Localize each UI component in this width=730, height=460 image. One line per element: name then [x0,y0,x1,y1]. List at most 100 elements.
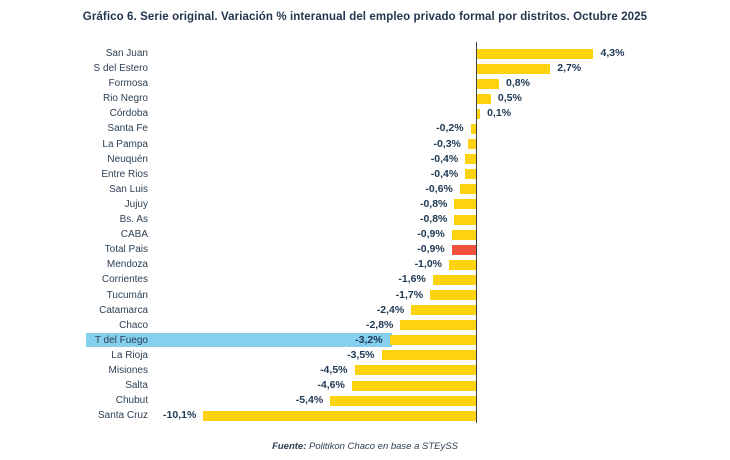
source-note: Fuente: Politikon Chaco en base a STEySS [0,441,730,452]
category-label: Tucumán [106,289,148,301]
chart-row: T del Fuego -3,2% [0,333,730,348]
bar [477,108,481,119]
bar [451,229,476,240]
chart-row: Formosa 0,8% [0,76,730,91]
bar [465,169,476,180]
category-label: Total Pais [104,244,148,256]
bar [432,274,476,285]
value-label: -0,9% [417,228,445,241]
value-label: -0,4% [430,167,459,180]
category-label: La Rioja [111,349,148,361]
bar [411,305,476,316]
bar [477,93,491,104]
value-label: -1,0% [414,258,442,271]
bar [467,139,476,150]
bar [354,365,476,376]
category-label: T del Fuego [94,334,148,346]
bar [477,63,551,74]
chart-row: Neuquén -0,4% [0,152,730,167]
value-label: -0,2% [436,122,464,135]
category-label: Corrientes [101,274,148,286]
value-label: -0,8% [419,213,448,226]
value-label: -3,2% [355,333,383,346]
bar [477,48,594,59]
value-label: -0,8% [419,197,448,210]
value-label: -3,5% [347,348,375,361]
bar [449,259,476,270]
chart-row: San Luis -0,6% [0,182,730,197]
source-label: Fuente: [272,441,307,452]
chart-row: Mendoza -1,0% [0,257,730,272]
value-label: -0,9% [417,243,445,256]
bar [351,380,476,391]
value-label: 4,3% [600,47,625,59]
bar [477,78,499,89]
value-label: 0,5% [497,92,522,105]
chart-row: La Pampa -0,3% [0,137,730,152]
category-label: San Juan [105,48,148,59]
value-label: -0,3% [433,137,461,150]
value-label: -4,6% [317,379,345,392]
category-label: Formosa [108,78,148,90]
chart-row: Catamarca -2,4% [0,303,730,318]
chart-row: CABA -0,9% [0,227,730,242]
category-label: Misiones [108,364,148,376]
bar [330,395,476,406]
zero-axis-line [476,42,478,423]
chart-row: Corrientes -1,6% [0,272,730,287]
bar [465,154,476,165]
category-label: Córdoba [109,108,148,120]
value-label: 0,8% [506,77,530,90]
category-label: Chaco [119,319,148,331]
chart-row: Córdoba 0,1% [0,106,730,121]
value-label: -4,5% [320,363,348,376]
chart-row: Entre Rios -0,4% [0,167,730,182]
category-label: Mendoza [106,259,148,271]
bar-chart: San Juan 4,3% S del Estero 2,7% Formosa 0,8% R… [0,46,730,423]
bar [454,214,476,225]
category-label: Salta [125,380,148,392]
category-label: San Luis [109,183,148,195]
bar [430,290,476,300]
bar [203,410,476,421]
chart-row: La Rioja -3,5% [0,348,730,363]
bar [389,335,476,346]
value-label: 0,1% [487,107,512,120]
category-label: Entre Rios [101,168,148,180]
value-label: -2,4% [376,303,405,316]
chart-row: Tucumán -1,7% [0,288,730,303]
chart-row: Bs. As -0,8% [0,212,730,227]
category-label: Jujuy [124,198,148,210]
category-label: Santa Fe [107,123,148,135]
category-label: La Pampa [102,138,148,150]
bar [400,320,476,331]
category-label: Catamarca [99,304,148,316]
category-label: Santa Cruz [97,410,148,422]
chart-row: Misiones -4,5% [0,363,730,378]
bar [459,184,476,195]
chart-row: S del Estero 2,7% [0,61,730,76]
chart-row: San Juan 4,3% [0,46,730,61]
category-label: Neuquén [107,153,148,165]
chart-row: Chubut -5,4% [0,393,730,408]
category-label: CABA [120,229,148,241]
bar [470,123,476,134]
chart-row: Total Pais -0,9% [0,242,730,257]
chart-row: Salta -4,6% [0,378,730,393]
value-label: -10,1% [163,409,197,422]
bar [451,244,476,255]
source-text: Politikon Chaco en base a STEySS [306,441,458,452]
value-label: -1,6% [398,273,426,286]
chart-row: Rio Negro 0,5% [0,91,730,106]
bar [381,350,476,361]
value-label: -1,7% [395,288,424,301]
chart-row: Santa Fe -0,2% [0,121,730,136]
category-label: Chubut [115,395,148,407]
row-highlight-band [86,333,392,348]
chart-title: Gráfico 6. Serie original. Variación % i… [82,11,648,23]
category-label: Rio Negro [102,93,148,105]
category-label: S del Estero [93,63,148,75]
value-label: -0,6% [425,182,453,195]
value-label: -5,4% [295,394,324,407]
